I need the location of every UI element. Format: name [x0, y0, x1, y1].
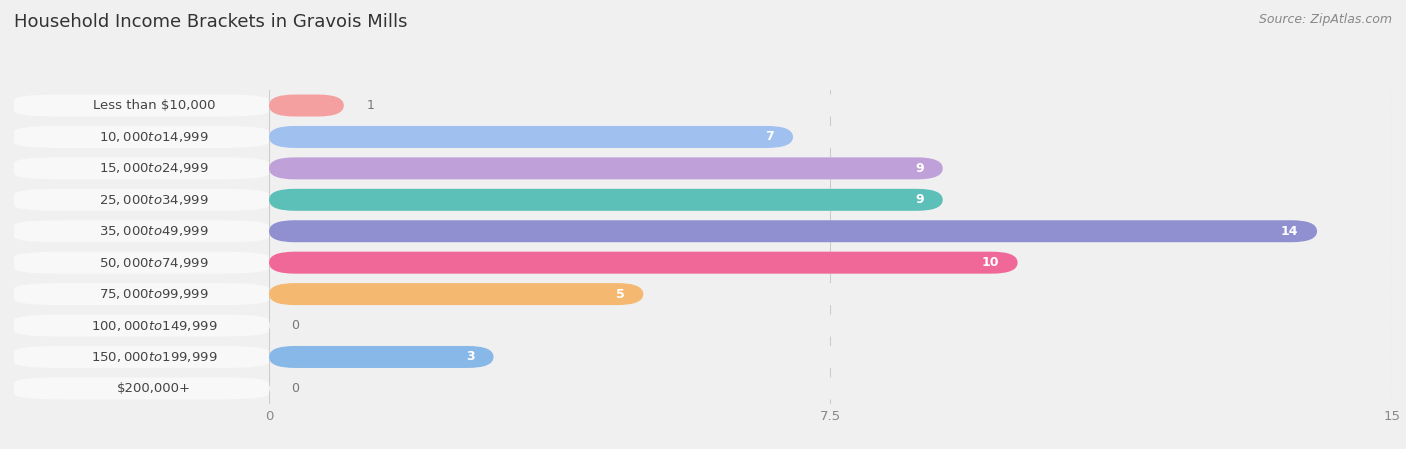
FancyBboxPatch shape — [269, 126, 793, 148]
Text: $10,000 to $14,999: $10,000 to $14,999 — [100, 130, 209, 144]
FancyBboxPatch shape — [269, 283, 644, 305]
Text: 0: 0 — [291, 319, 299, 332]
FancyBboxPatch shape — [269, 157, 943, 179]
Text: Source: ZipAtlas.com: Source: ZipAtlas.com — [1258, 13, 1392, 26]
FancyBboxPatch shape — [269, 189, 943, 211]
FancyBboxPatch shape — [269, 94, 1392, 116]
FancyBboxPatch shape — [269, 157, 1392, 179]
Text: 14: 14 — [1281, 225, 1298, 238]
FancyBboxPatch shape — [269, 346, 1392, 368]
Text: Less than $10,000: Less than $10,000 — [93, 99, 215, 112]
Text: $75,000 to $99,999: $75,000 to $99,999 — [100, 287, 209, 301]
Text: 5: 5 — [616, 288, 624, 300]
FancyBboxPatch shape — [269, 314, 1392, 337]
Text: $50,000 to $74,999: $50,000 to $74,999 — [100, 255, 209, 270]
FancyBboxPatch shape — [269, 126, 1392, 148]
Text: $100,000 to $149,999: $100,000 to $149,999 — [91, 318, 218, 333]
FancyBboxPatch shape — [14, 377, 269, 400]
Text: $200,000+: $200,000+ — [117, 382, 191, 395]
FancyBboxPatch shape — [269, 220, 1317, 242]
FancyBboxPatch shape — [14, 251, 269, 273]
Text: 7: 7 — [765, 131, 775, 143]
FancyBboxPatch shape — [269, 251, 1018, 273]
Text: 0: 0 — [291, 382, 299, 395]
FancyBboxPatch shape — [14, 314, 269, 337]
Text: 1: 1 — [367, 99, 374, 112]
FancyBboxPatch shape — [14, 283, 269, 305]
Text: $150,000 to $199,999: $150,000 to $199,999 — [91, 350, 218, 364]
Text: 3: 3 — [467, 351, 475, 363]
Text: $25,000 to $34,999: $25,000 to $34,999 — [100, 193, 209, 207]
FancyBboxPatch shape — [269, 189, 1392, 211]
FancyBboxPatch shape — [269, 94, 344, 116]
Text: 9: 9 — [915, 162, 924, 175]
Text: 9: 9 — [915, 194, 924, 206]
Text: $35,000 to $49,999: $35,000 to $49,999 — [100, 224, 209, 238]
FancyBboxPatch shape — [269, 377, 1392, 400]
FancyBboxPatch shape — [269, 251, 1392, 273]
Text: $15,000 to $24,999: $15,000 to $24,999 — [100, 161, 209, 176]
FancyBboxPatch shape — [14, 94, 269, 116]
FancyBboxPatch shape — [14, 126, 269, 148]
FancyBboxPatch shape — [269, 220, 1392, 242]
FancyBboxPatch shape — [14, 157, 269, 179]
FancyBboxPatch shape — [269, 283, 1392, 305]
Text: Household Income Brackets in Gravois Mills: Household Income Brackets in Gravois Mil… — [14, 13, 408, 31]
FancyBboxPatch shape — [269, 346, 494, 368]
FancyBboxPatch shape — [14, 189, 269, 211]
Text: 10: 10 — [981, 256, 998, 269]
FancyBboxPatch shape — [14, 346, 269, 368]
FancyBboxPatch shape — [14, 220, 269, 242]
